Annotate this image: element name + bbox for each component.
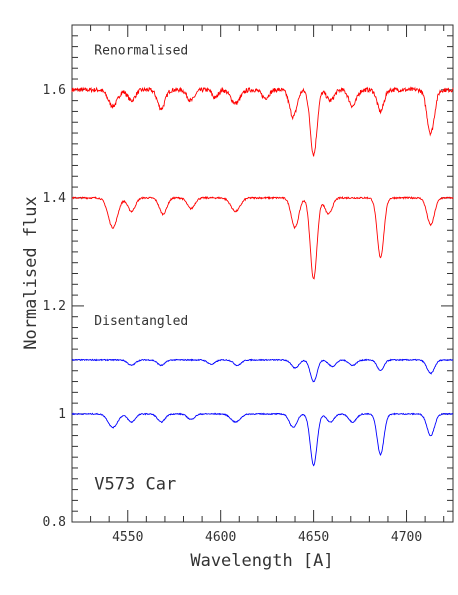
spectrum-line-3 [71,358,454,383]
annotation-label: Renormalised [94,44,188,59]
x-axis-label: Wavelength [A] [190,551,333,571]
annotation-layer: Renormalised Disentangled V573 Car [94,44,188,495]
x-tick-label: 4550 [112,530,143,545]
y-tick-label: 1 [58,407,66,422]
annotation-label: Disentangled [94,314,188,329]
y-axis-label: Normalised flux [21,196,41,350]
annotation-label: V573 Car [94,475,176,495]
x-tick-label: 4650 [298,530,329,545]
y-tick-label: 1.2 [43,299,66,314]
spectrum-line-2 [71,195,454,280]
spectrum-line-4 [71,412,454,467]
y-tick-label: 1.4 [43,191,67,206]
axis-ticks: 4550 4600 4650 4700 0.8 1 1.2 1.4 1.6 [43,25,453,545]
x-tick-label: 4600 [205,530,236,545]
y-tick-label: 1.6 [43,83,66,98]
series-layer [71,86,454,467]
x-tick-label: 4700 [391,530,422,545]
y-tick-label: 0.8 [43,515,66,530]
spectrum-line-1 [71,86,454,157]
